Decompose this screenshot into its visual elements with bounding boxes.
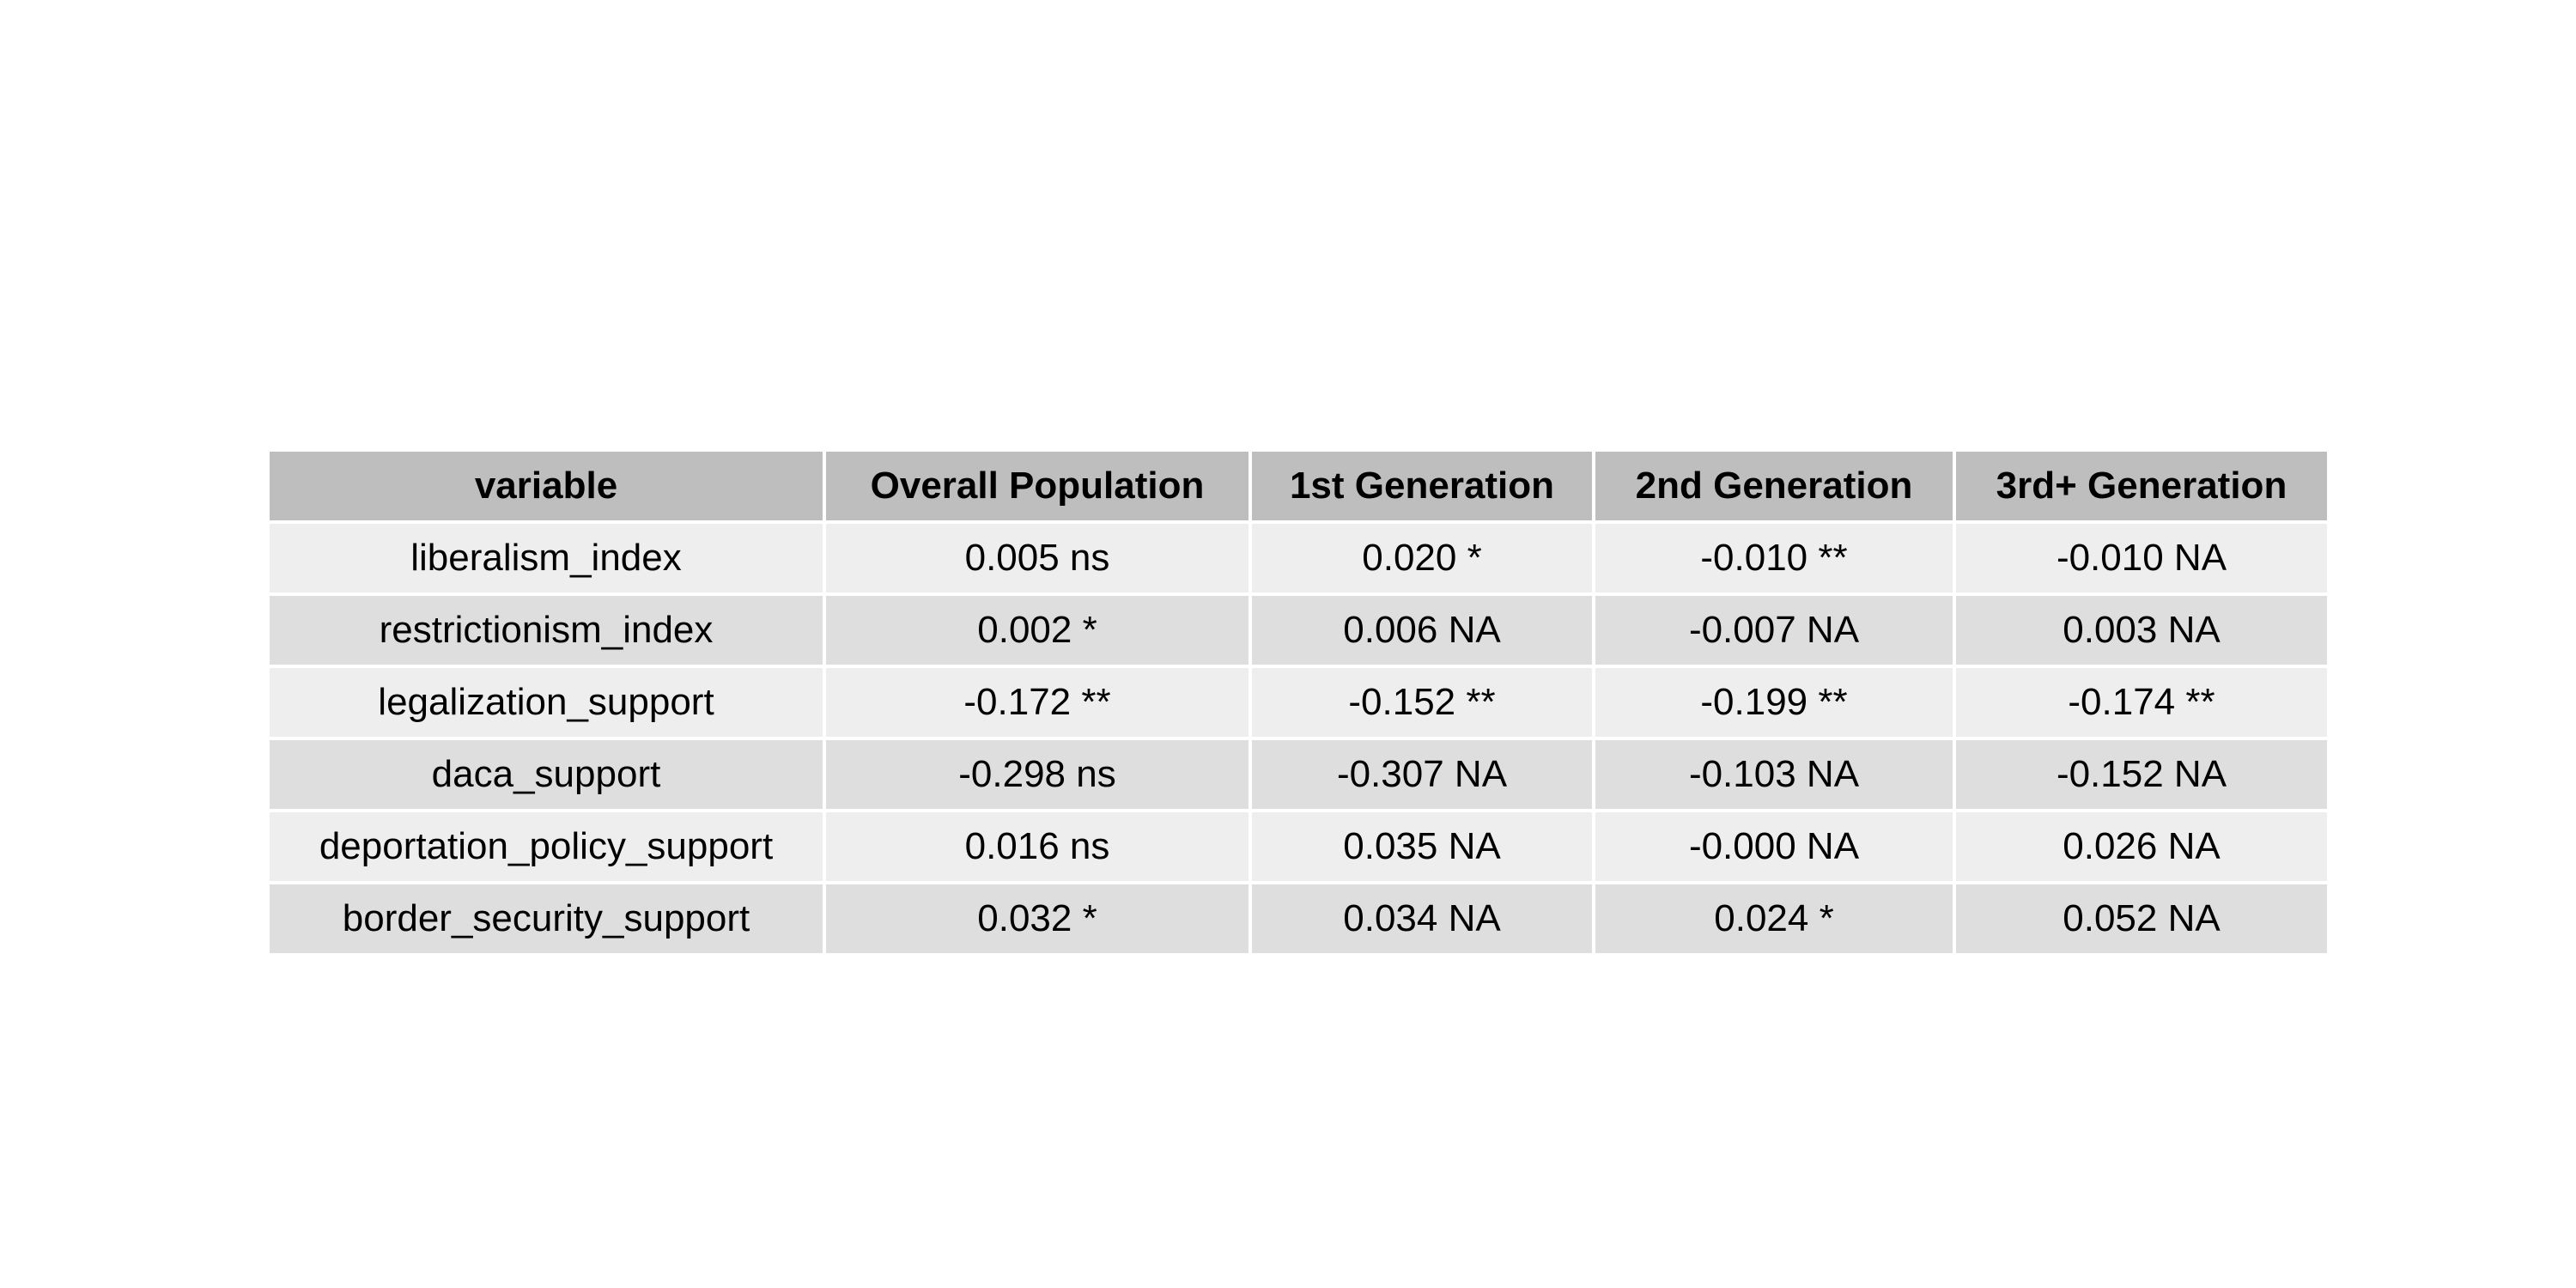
column-header-2nd-generation: 2nd Generation — [1595, 452, 1953, 520]
table-cell-variable: liberalism_index — [270, 524, 823, 592]
table-cell: -0.103 NA — [1595, 740, 1953, 809]
table-cell: -0.152 NA — [1956, 740, 2327, 809]
table-cell: -0.010 ** — [1595, 524, 1953, 592]
table-cell: -0.172 ** — [826, 668, 1249, 737]
table-cell: 0.002 * — [826, 596, 1249, 665]
table-cell: -0.007 NA — [1595, 596, 1953, 665]
table-cell: 0.026 NA — [1956, 812, 2327, 881]
table-row: restrictionism_index 0.002 * 0.006 NA -0… — [270, 596, 2327, 665]
table-cell: 0.032 * — [826, 884, 1249, 953]
table-cell: -0.010 NA — [1956, 524, 2327, 592]
table-cell: 0.034 NA — [1252, 884, 1592, 953]
column-header-1st-generation: 1st Generation — [1252, 452, 1592, 520]
results-table: variable Overall Population 1st Generati… — [266, 448, 2330, 957]
table-cell-variable: border_security_support — [270, 884, 823, 953]
table-cell: 0.005 ns — [826, 524, 1249, 592]
table-cell: 0.003 NA — [1956, 596, 2327, 665]
results-table-container: variable Overall Population 1st Generati… — [270, 452, 2327, 953]
table-cell: -0.174 ** — [1956, 668, 2327, 737]
table-cell: -0.298 ns — [826, 740, 1249, 809]
column-header-overall-population: Overall Population — [826, 452, 1249, 520]
table-cell: 0.020 * — [1252, 524, 1592, 592]
table-cell: 0.016 ns — [826, 812, 1249, 881]
table-row: liberalism_index 0.005 ns 0.020 * -0.010… — [270, 524, 2327, 592]
column-header-variable: variable — [270, 452, 823, 520]
table-row: deportation_policy_support 0.016 ns 0.03… — [270, 812, 2327, 881]
table-row: daca_support -0.298 ns -0.307 NA -0.103 … — [270, 740, 2327, 809]
table-cell-variable: daca_support — [270, 740, 823, 809]
table-cell: 0.024 * — [1595, 884, 1953, 953]
table-cell-variable: restrictionism_index — [270, 596, 823, 665]
table-cell: -0.307 NA — [1252, 740, 1592, 809]
column-header-3rd-generation: 3rd+ Generation — [1956, 452, 2327, 520]
table-cell-variable: legalization_support — [270, 668, 823, 737]
table-cell: 0.006 NA — [1252, 596, 1592, 665]
table-row: border_security_support 0.032 * 0.034 NA… — [270, 884, 2327, 953]
table-cell: -0.000 NA — [1595, 812, 1953, 881]
header-row: variable Overall Population 1st Generati… — [270, 452, 2327, 520]
table-cell: -0.199 ** — [1595, 668, 1953, 737]
table-row: legalization_support -0.172 ** -0.152 **… — [270, 668, 2327, 737]
table-cell: -0.152 ** — [1252, 668, 1592, 737]
table-cell: 0.035 NA — [1252, 812, 1592, 881]
table-cell-variable: deportation_policy_support — [270, 812, 823, 881]
table-cell: 0.052 NA — [1956, 884, 2327, 953]
